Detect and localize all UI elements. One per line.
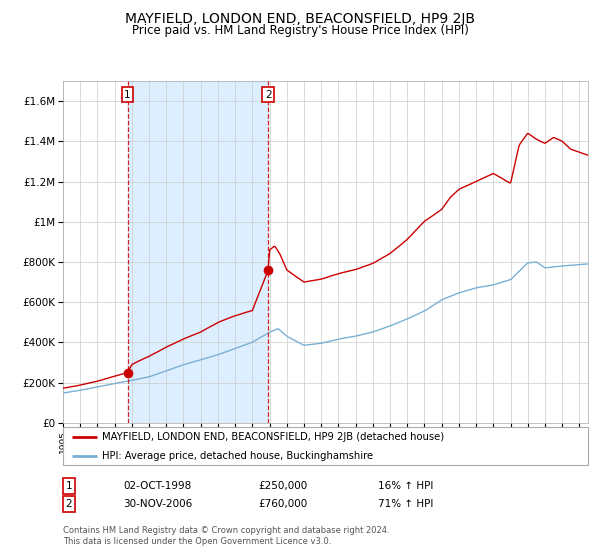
Text: Contains HM Land Registry data © Crown copyright and database right 2024.
This d: Contains HM Land Registry data © Crown c… <box>63 526 389 546</box>
Text: 71% ↑ HPI: 71% ↑ HPI <box>378 499 433 509</box>
Text: 16% ↑ HPI: 16% ↑ HPI <box>378 481 433 491</box>
Text: £250,000: £250,000 <box>258 481 307 491</box>
Text: 1: 1 <box>124 90 131 100</box>
FancyBboxPatch shape <box>63 427 588 465</box>
Text: HPI: Average price, detached house, Buckinghamshire: HPI: Average price, detached house, Buck… <box>103 451 373 461</box>
Text: Price paid vs. HM Land Registry's House Price Index (HPI): Price paid vs. HM Land Registry's House … <box>131 24 469 36</box>
Text: £760,000: £760,000 <box>258 499 307 509</box>
Bar <box>128 81 268 423</box>
Text: MAYFIELD, LONDON END, BEACONSFIELD, HP9 2JB (detached house): MAYFIELD, LONDON END, BEACONSFIELD, HP9 … <box>103 432 445 442</box>
Text: 2: 2 <box>65 499 73 509</box>
Text: MAYFIELD, LONDON END, BEACONSFIELD, HP9 2JB: MAYFIELD, LONDON END, BEACONSFIELD, HP9 … <box>125 12 475 26</box>
Text: 1: 1 <box>65 481 73 491</box>
Text: 30-NOV-2006: 30-NOV-2006 <box>123 499 192 509</box>
Text: 02-OCT-1998: 02-OCT-1998 <box>123 481 191 491</box>
Text: 2: 2 <box>265 90 271 100</box>
